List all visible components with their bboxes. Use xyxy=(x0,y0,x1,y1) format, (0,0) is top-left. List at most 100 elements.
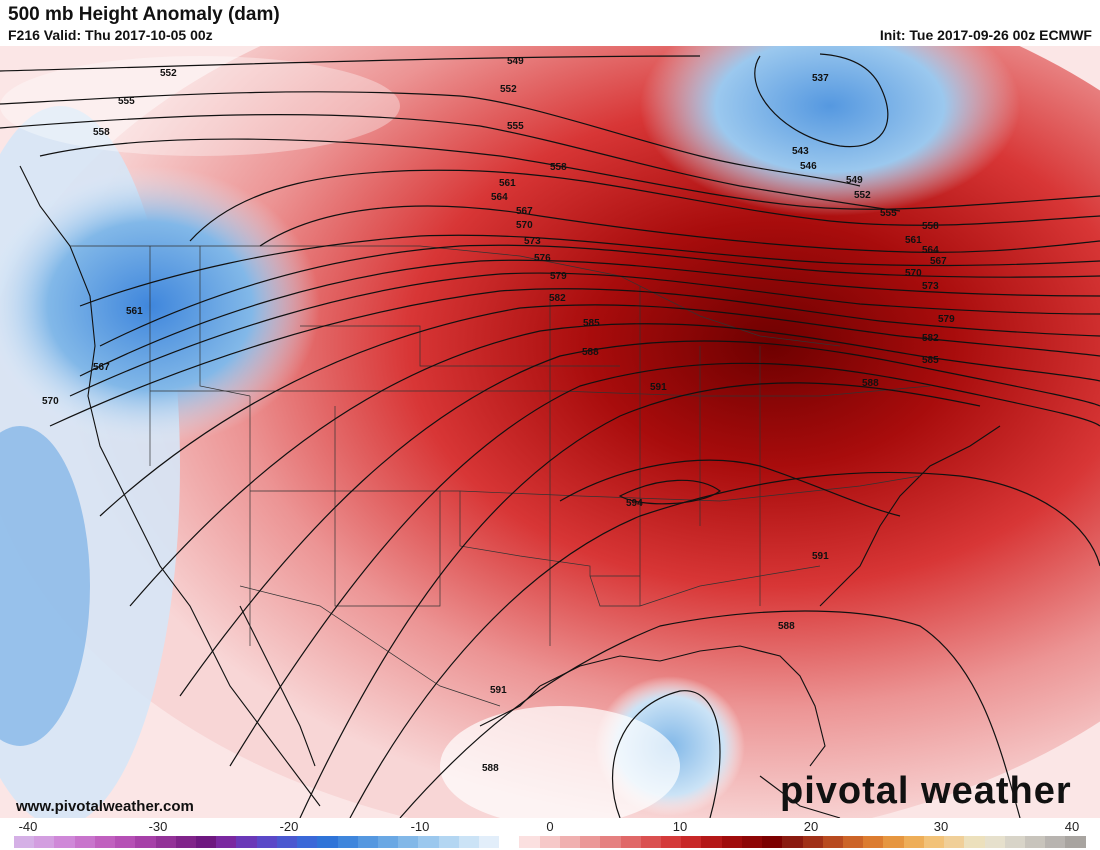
colorbar-swatch xyxy=(115,836,136,848)
contour-label: 588 xyxy=(582,347,599,358)
contour-label: 552 xyxy=(854,190,871,201)
colorbar-swatch xyxy=(216,836,237,848)
colorbar-swatch xyxy=(701,836,722,848)
contour-label: 579 xyxy=(938,314,955,325)
contour-label: 567 xyxy=(930,256,947,267)
contour-label: 591 xyxy=(812,551,829,562)
colorbar-legend: -40 -30 -20 -10 0 10 20 30 40 xyxy=(0,818,1100,850)
colorbar-swatch xyxy=(458,836,480,848)
contour-label: 549 xyxy=(507,56,524,67)
colorbar-swatch xyxy=(782,836,803,848)
contour-label: 582 xyxy=(549,293,566,304)
colorbar-tick: 30 xyxy=(933,819,949,834)
contour-label: 567 xyxy=(93,362,110,373)
colorbar-swatch xyxy=(317,836,338,848)
contour-label: 555 xyxy=(118,96,135,107)
contour-label: 555 xyxy=(880,208,897,219)
valid-time: F216 Valid: Thu 2017-10-05 00z xyxy=(8,27,213,43)
colorbar-tick: -30 xyxy=(148,819,168,834)
contour-label: 561 xyxy=(499,178,516,189)
colorbar-swatch xyxy=(175,836,196,848)
contour-label: 558 xyxy=(550,162,567,173)
coastlines xyxy=(19,165,1001,818)
contour-label: 588 xyxy=(778,621,795,632)
colorbar-swatch xyxy=(580,836,601,848)
contour-label: 591 xyxy=(490,685,507,696)
contour-label: 561 xyxy=(126,306,143,317)
colorbar-swatch xyxy=(681,836,702,848)
colorbar-tick: 10 xyxy=(672,819,688,834)
colorbar-swatch xyxy=(236,836,257,848)
contour-label: 558 xyxy=(93,127,110,138)
contour-label: 564 xyxy=(922,245,939,256)
contour-label: 591 xyxy=(650,382,667,393)
contour-label: 570 xyxy=(42,396,59,407)
contour-labels: 552 555 558 561 567 570 549 552 555 558 … xyxy=(42,56,955,774)
colorbar-swatch xyxy=(519,836,540,848)
colorbar-swatch xyxy=(499,836,520,848)
colorbar-swatch xyxy=(842,836,864,848)
contour-label: 570 xyxy=(905,268,922,279)
colorbar-tick: 20 xyxy=(803,819,819,834)
colorbar-swatch xyxy=(195,836,217,848)
colorbar-swatch xyxy=(256,836,277,848)
contour-label: 549 xyxy=(846,175,863,186)
colorbar-swatch xyxy=(14,836,35,848)
colorbar-tick: 40 xyxy=(1064,819,1080,834)
colorbar-swatch xyxy=(559,836,581,848)
colorbar-swatch xyxy=(74,836,95,848)
colorbar-swatch xyxy=(377,836,399,848)
colorbar-swatch xyxy=(1065,836,1086,848)
contour-label: 537 xyxy=(812,73,829,84)
contour-label: 579 xyxy=(550,271,567,282)
contour-label: 573 xyxy=(922,281,939,292)
colorbar-swatch xyxy=(984,836,1005,848)
colorbar-swatch xyxy=(923,836,945,848)
colorbar-swatch xyxy=(640,836,661,848)
contour-label: 588 xyxy=(862,378,879,389)
contour-label: 573 xyxy=(524,236,541,247)
colorbar-swatch xyxy=(94,836,116,848)
colorbar-swatch xyxy=(741,836,763,848)
colorbar-swatch xyxy=(944,836,965,848)
map-title: 500 mb Height Anomaly (dam) xyxy=(8,4,280,25)
pacific-trough xyxy=(0,166,320,446)
colorbar-tick: -40 xyxy=(18,819,38,834)
colorbar-swatch xyxy=(155,836,176,848)
colorbar-swatch xyxy=(337,836,358,848)
colorbar-swatch xyxy=(1004,836,1025,848)
contour-label: 585 xyxy=(583,318,600,329)
contour-label: 552 xyxy=(500,84,517,95)
contour-label: 567 xyxy=(516,206,533,217)
colorbar-swatch xyxy=(600,836,621,848)
contour-label: 564 xyxy=(491,192,508,203)
colorbar-swatch xyxy=(54,836,75,848)
colorbar-swatch xyxy=(903,836,924,848)
colorbar-swatch xyxy=(620,836,641,848)
colorbar-swatch xyxy=(964,836,985,848)
colorbar-swatch xyxy=(297,836,318,848)
header: 500 mb Height Anomaly (dam) F216 Valid: … xyxy=(0,0,1100,46)
colorbar-tick: -20 xyxy=(279,819,299,834)
colorbar-swatch xyxy=(357,836,378,848)
colorbar-swatch xyxy=(1024,836,1046,848)
contour-label: 561 xyxy=(905,235,922,246)
website-url[interactable]: www.pivotalweather.com xyxy=(16,798,194,815)
contour-label: 576 xyxy=(534,253,551,264)
colorbar-swatch xyxy=(398,836,419,848)
colorbar-swatch xyxy=(822,836,843,848)
colorbar-swatch xyxy=(276,836,298,848)
contour-label: 558 xyxy=(922,221,939,232)
contour-label: 546 xyxy=(800,161,817,172)
colorbar-swatch xyxy=(863,836,884,848)
brand-logo: pivotal weather xyxy=(780,770,1072,812)
colorbar-swatch xyxy=(539,836,560,848)
colorbar-tick: -10 xyxy=(410,819,430,834)
contour-label: 543 xyxy=(792,146,809,157)
colorbar-swatch xyxy=(721,836,742,848)
colorbar xyxy=(14,836,1086,848)
contour-label: 552 xyxy=(160,68,177,79)
contour-label: 594 xyxy=(626,498,643,509)
colorbar-swatch xyxy=(418,836,439,848)
colorbar-swatch xyxy=(135,836,156,848)
